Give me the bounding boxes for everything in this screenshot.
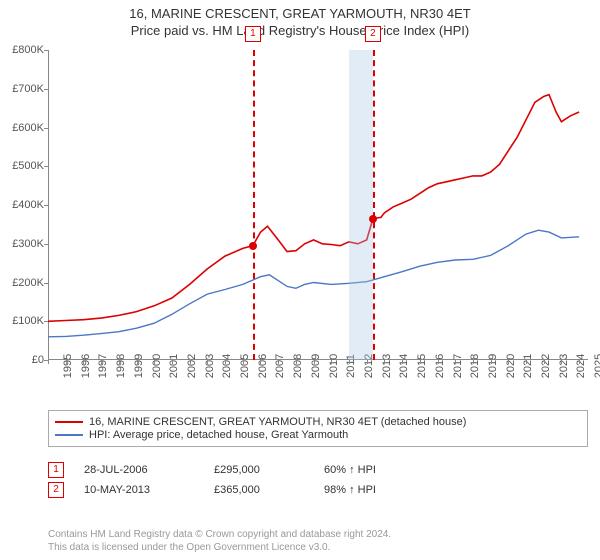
x-tick-label: 2025 xyxy=(579,354,600,378)
sale-point-dot xyxy=(369,215,377,223)
legend-label: HPI: Average price, detached house, Grea… xyxy=(89,429,348,441)
y-tick-mark xyxy=(44,89,48,90)
chart-lines-svg xyxy=(48,50,588,360)
y-tick-mark xyxy=(44,205,48,206)
y-tick-label: £400K xyxy=(12,199,44,211)
sale-date: 28-JUL-2006 xyxy=(84,464,214,476)
legend-box: 16, MARINE CRESCENT, GREAT YARMOUTH, NR3… xyxy=(48,410,588,447)
chart-area: £0£100K£200K£300K£400K£500K£600K£700K£80… xyxy=(48,50,588,360)
y-tick-label: £500K xyxy=(12,160,44,172)
y-tick-mark xyxy=(44,244,48,245)
series-line-hpi xyxy=(48,230,579,337)
legend-label: 16, MARINE CRESCENT, GREAT YARMOUTH, NR3… xyxy=(89,416,466,428)
y-tick-mark xyxy=(44,321,48,322)
legend-item: 16, MARINE CRESCENT, GREAT YARMOUTH, NR3… xyxy=(55,416,581,428)
sale-hpi-delta: 60% ↑ HPI xyxy=(324,464,588,476)
title-sub: Price paid vs. HM Land Registry's House … xyxy=(0,23,600,38)
y-tick-mark xyxy=(44,50,48,51)
title-main: 16, MARINE CRESCENT, GREAT YARMOUTH, NR3… xyxy=(0,6,600,21)
y-tick-mark xyxy=(44,283,48,284)
figure-container: 16, MARINE CRESCENT, GREAT YARMOUTH, NR3… xyxy=(0,0,600,560)
sale-price: £365,000 xyxy=(214,484,324,496)
sale-vline xyxy=(373,50,375,360)
footer-line-1: Contains HM Land Registry data © Crown c… xyxy=(48,528,588,541)
y-tick-label: £200K xyxy=(12,277,44,289)
sale-number-badge: 2 xyxy=(48,482,64,498)
title-block: 16, MARINE CRESCENT, GREAT YARMOUTH, NR3… xyxy=(0,0,600,38)
legend-swatch xyxy=(55,421,83,423)
legend-swatch xyxy=(55,434,83,436)
sales-table: 1 28-JUL-2006£295,00060% ↑ HPI 2 10-MAY-201… xyxy=(48,458,588,502)
series-line-price_paid xyxy=(48,95,579,322)
sale-hpi-delta: 98% ↑ HPI xyxy=(324,484,588,496)
y-tick-label: £800K xyxy=(12,44,44,56)
sale-date: 10-MAY-2013 xyxy=(84,484,214,496)
y-tick-label: £600K xyxy=(12,122,44,134)
sale-price: £295,000 xyxy=(214,464,324,476)
sale-vline xyxy=(253,50,255,360)
footer-attribution: Contains HM Land Registry data © Crown c… xyxy=(48,528,588,554)
sale-point-dot xyxy=(249,242,257,250)
y-tick-label: £700K xyxy=(12,83,44,95)
y-tick-label: £0 xyxy=(32,354,44,366)
sale-marker-box: 2 xyxy=(365,26,381,42)
sale-row: 1 28-JUL-2006£295,00060% ↑ HPI xyxy=(48,462,588,478)
y-tick-mark xyxy=(44,128,48,129)
sale-number-badge: 1 xyxy=(48,462,64,478)
y-tick-mark xyxy=(44,166,48,167)
sale-marker-box: 1 xyxy=(245,26,261,42)
legend-item: HPI: Average price, detached house, Grea… xyxy=(55,429,581,441)
sale-row: 2 10-MAY-2013£365,00098% ↑ HPI xyxy=(48,482,588,498)
y-tick-label: £100K xyxy=(12,315,44,327)
y-tick-label: £300K xyxy=(12,238,44,250)
footer-line-2: This data is licensed under the Open Gov… xyxy=(48,541,588,554)
shaded-band xyxy=(349,50,373,360)
